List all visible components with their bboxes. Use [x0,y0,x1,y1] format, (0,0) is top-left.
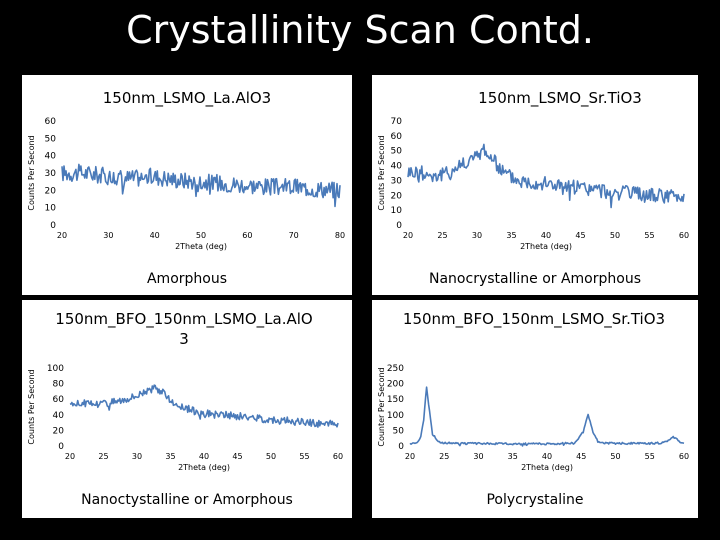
x-tick-label: 25 [437,231,447,240]
y-tick-label: 40 [391,162,403,172]
series-line [407,143,685,209]
x-tick-label: 30 [132,452,142,461]
x-tick-label: 20 [403,231,413,240]
chart-3: 150nm_BFO_150nm_LSMO_La.AlO3020406080100… [27,310,343,472]
x-tick-label: 20 [405,452,415,461]
y-tick-label: 0 [50,221,56,231]
y-tick-label: 20 [45,186,57,196]
x-tick-label: 20 [57,231,67,240]
x-tick-label: 35 [165,452,175,461]
series-line [409,386,685,447]
y-tick-label: 80 [53,380,65,390]
y-tick-label: 10 [45,204,57,214]
y-tick-label: 40 [53,411,65,421]
x-tick-label: 70 [289,231,299,240]
x-axis-label: 2Theta (deg) [178,463,230,472]
x-tick-label: 50 [196,231,206,240]
slide-title: Crystallinity Scan Contd. [126,8,594,52]
y-tick-label: 30 [391,176,403,186]
y-tick-label: 60 [53,395,65,405]
y-tick-label: 250 [387,364,404,374]
chart-title: 150nm_LSMO_La.AlO3 [103,89,271,108]
chart-panel-1: 150nm_LSMO_La.AlO3 0 10 20 30 40 50 60 20 30 40 50 6… [22,75,352,295]
x-tick-label: 35 [508,452,518,461]
x-tick-label: 45 [232,452,242,461]
x-tick-label: 55 [644,231,654,240]
y-axis-label: Counts Per Second [377,135,386,210]
y-tick-label: 20 [53,426,65,436]
x-tick-label: 20 [65,452,75,461]
y-tick-label: 50 [391,147,403,157]
y-axis-label: Counter Per Second [377,367,386,446]
x-tick-label: 25 [439,452,449,461]
chart-1: 150nm_LSMO_La.AlO3 0 10 20 30 40 50 60 20 30 40 50 6… [27,89,345,251]
y-tick-label: 200 [387,380,404,390]
y-tick-label: 40 [45,152,57,162]
x-tick-label: 60 [333,452,343,461]
x-tick-label: 60 [679,452,689,461]
chart-title: 150nm_LSMO_Sr.TiO3 [478,89,642,108]
y-axis-label: Counts Per Second [27,135,36,210]
y-tick-label: 70 [391,117,403,127]
chart-2: 150nm_LSMO_Sr.TiO3 0 10 20 30 40 50 60 70 20 25 30 3… [377,89,689,251]
x-tick-label: 55 [299,452,309,461]
series-line [61,163,341,208]
y-tick-label: 20 [391,191,403,201]
y-axis-label: Counts Per Second [27,369,36,444]
y-tick-label: 60 [391,132,403,142]
chart-panel-2: 150nm_LSMO_Sr.TiO3 0 10 20 30 40 50 60 70 20 25 30 3… [372,75,698,295]
chart-panel-3: 150nm_BFO_150nm_LSMO_La.AlO 3 0 20 40 60 80 100… [22,300,352,518]
y-tick-label: 50 [45,134,57,144]
x-axis-label: 2Theta (deg) [175,242,227,251]
x-tick-label: 60 [679,231,689,240]
x-axis-label: 2Theta (deg) [521,463,573,472]
chart-1-caption: Amorphous [146,271,228,287]
chart-panel-4: 150nm_BFO_150nm_LSMO_Sr.TiO3 0 50 100 150 200… [372,300,698,518]
x-tick-label: 50 [610,231,620,240]
y-tick-label: 60 [45,117,57,127]
y-tick-label: 0 [58,442,64,452]
y-tick-label: 0 [396,221,402,231]
x-tick-label: 45 [576,452,586,461]
chart-title-line-2: 3 [179,330,189,348]
x-tick-label: 40 [199,452,209,461]
x-tick-label: 30 [103,231,113,240]
chart-title: 150nm_BFO_150nm_LSMO_Sr.TiO3 [403,310,665,329]
x-tick-label: 40 [150,231,160,240]
x-tick-label: 80 [335,231,345,240]
x-axis-label: 2Theta (deg) [520,242,572,251]
y-tick-label: 150 [387,395,404,405]
y-tick-label: 30 [45,169,57,179]
y-tick-label: 50 [393,426,405,436]
x-tick-label: 45 [575,231,585,240]
y-tick-label: 0 [398,442,404,452]
x-tick-label: 50 [610,452,620,461]
x-tick-label: 50 [266,452,276,461]
chart-title-line-1: 150nm_BFO_150nm_LSMO_La.AlO [55,310,312,329]
y-tick-label: 100 [387,411,404,421]
x-tick-label: 55 [645,452,655,461]
y-tick-label: 10 [391,206,403,216]
chart-4-caption: Polycrystaline [486,492,584,508]
x-tick-label: 30 [472,231,482,240]
x-tick-label: 25 [98,452,108,461]
x-tick-label: 40 [542,452,552,461]
x-tick-label: 30 [473,452,483,461]
chart-2-caption: Nanocrystalline or Amorphous [429,271,641,287]
y-tick-label: 100 [47,364,64,374]
chart-3-caption: Nanoctystalline or Amorphous [81,492,293,508]
series-line [69,384,339,428]
chart-4: 150nm_BFO_150nm_LSMO_Sr.TiO3 0 50 100 150 200… [377,310,689,472]
x-tick-label: 60 [242,231,252,240]
x-tick-label: 35 [506,231,516,240]
x-tick-label: 40 [541,231,551,240]
